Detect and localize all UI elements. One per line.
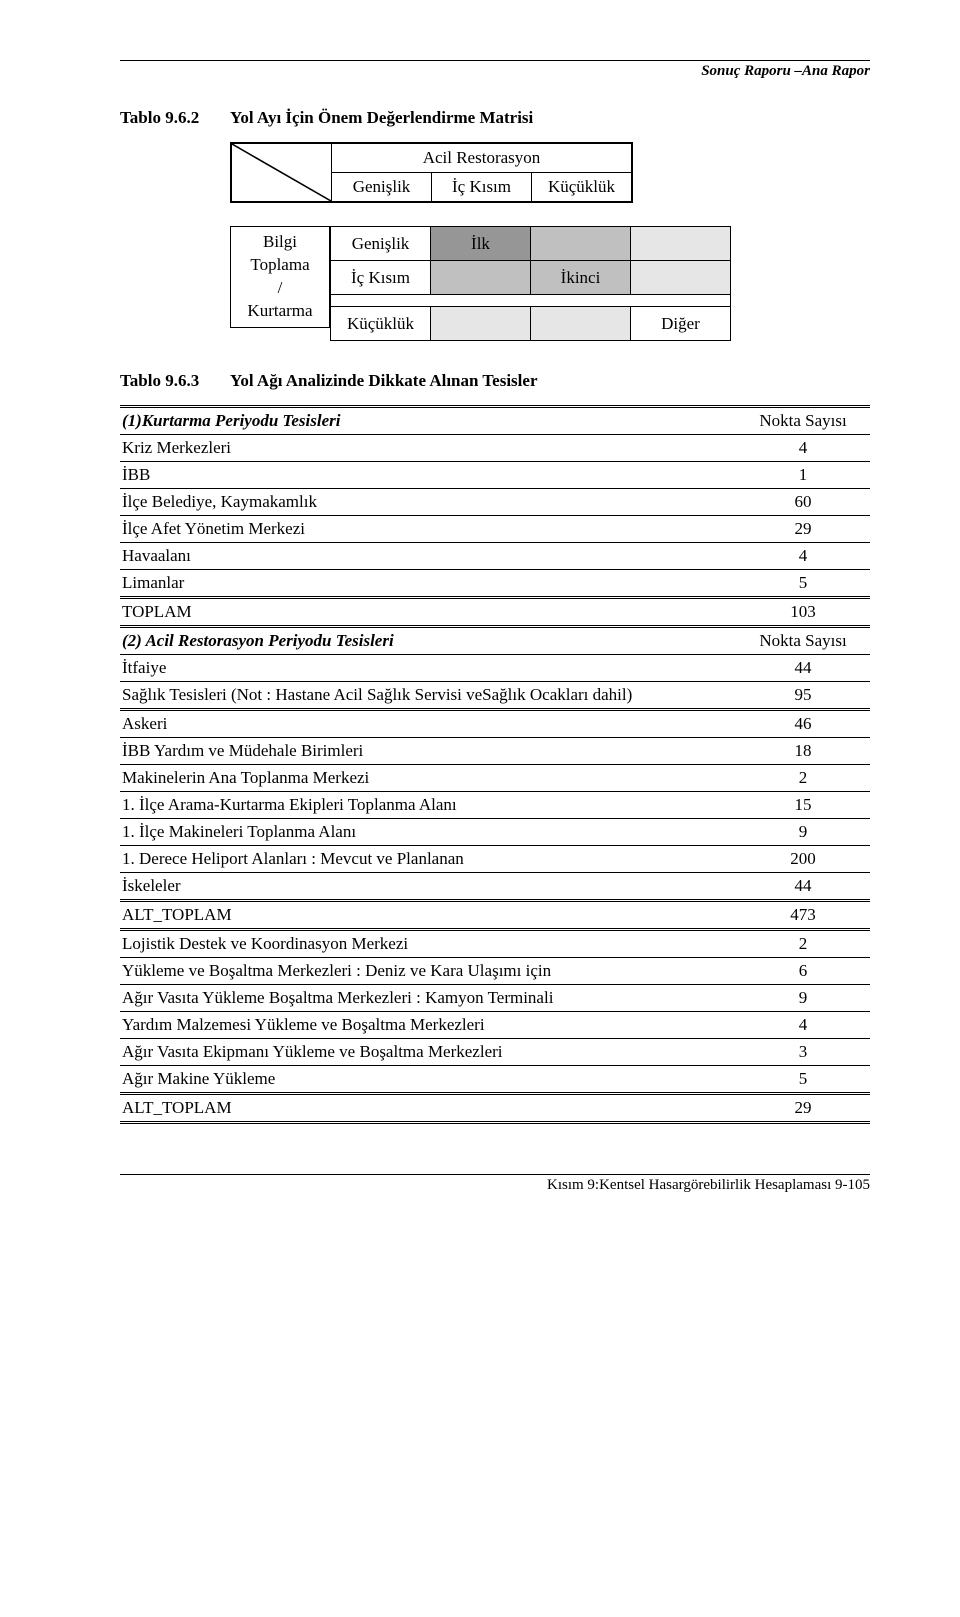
table-val: 6 <box>740 958 870 985</box>
table-row: İlçe Afet Yönetim Merkezi <box>120 516 740 543</box>
sec1-total-label: TOPLAM <box>120 598 740 627</box>
matrix-top-header: Acil Restorasyon <box>332 144 632 173</box>
table-val: 95 <box>740 682 870 710</box>
matrix-cell <box>531 227 631 261</box>
table-row: İlçe Belediye, Kaymakamlık <box>120 489 740 516</box>
table-val: 2 <box>740 930 870 958</box>
table-row: Ağır Vasıta Yükleme Boşaltma Merkezleri … <box>120 985 740 1012</box>
matrix-cell <box>531 307 631 341</box>
sec2-head-label: (2) Acil Restorasyon Periyodu Tesisleri <box>120 627 740 655</box>
table2-caption-num: Tablo 9.6.3 <box>120 371 230 391</box>
table-row: Sağlık Tesisleri (Not : Hastane Acil Sağ… <box>120 682 740 710</box>
table2-caption: Tablo 9.6.3 Yol Ağı Analizinde Dikkate A… <box>120 371 870 391</box>
table-row: 1. İlçe Makineleri Toplanma Alanı <box>120 819 740 846</box>
table-row: Lojistik Destek ve Koordinasyon Merkezi <box>120 930 740 958</box>
table-val: 46 <box>740 710 870 738</box>
matrix-row-kucukluk-label: Küçüklük <box>331 307 431 341</box>
table1-caption-text: Yol Ayı İçin Önem Değerlendirme Matrisi <box>230 108 533 128</box>
table-val: 29 <box>740 516 870 543</box>
table-val: 2 <box>740 765 870 792</box>
table-val: 4 <box>740 1012 870 1039</box>
table-row: Makinelerin Ana Toplanma Merkezi <box>120 765 740 792</box>
table1-caption: Tablo 9.6.2 Yol Ayı İçin Önem Değerlendi… <box>120 108 870 128</box>
side-label-l4: Kurtarma <box>247 301 312 320</box>
matrix-cell-ikinci: İkinci <box>531 261 631 295</box>
table-val: 5 <box>740 1066 870 1094</box>
matrix-side-label: Bilgi Toplama / Kurtarma <box>230 226 330 328</box>
table-val: 4 <box>740 435 870 462</box>
side-label-l2: Toplama <box>250 255 309 274</box>
table-row: Havaalanı <box>120 543 740 570</box>
priority-matrix: Acil Restorasyon Genişlik İç Kısım Küçük… <box>230 142 870 341</box>
table-val: 9 <box>740 985 870 1012</box>
table-row: İtfaiye <box>120 655 740 682</box>
table-row: İBB Yardım ve Müdehale Birimleri <box>120 738 740 765</box>
page-footer: Kısım 9:Kentsel Hasargörebilirlik Hesapl… <box>120 1174 870 1194</box>
table-val: 15 <box>740 792 870 819</box>
matrix-cell <box>431 307 531 341</box>
table-val: 4 <box>740 543 870 570</box>
matrix-cell-ilk: İlk <box>431 227 531 261</box>
matrix-col-ickisim: İç Kısım <box>432 173 532 202</box>
table-val: 60 <box>740 489 870 516</box>
sec2-subtotal2-val: 29 <box>740 1094 870 1123</box>
matrix-cell <box>631 261 731 295</box>
sec2-subtotal-val: 473 <box>740 901 870 930</box>
matrix-row-genislik-label: Genişlik <box>331 227 431 261</box>
matrix-cell <box>431 261 531 295</box>
table-row: İskeleler <box>120 873 740 901</box>
side-label-l3: / <box>278 278 283 297</box>
table-row: Limanlar <box>120 570 740 598</box>
matrix-diag-cell <box>232 144 332 202</box>
matrix-row-ickisim-label: İç Kısım <box>331 261 431 295</box>
matrix-col-genislik: Genişlik <box>332 173 432 202</box>
matrix-cell-diger: Diğer <box>631 307 731 341</box>
sec1-total-val: 103 <box>740 598 870 627</box>
table-val: 200 <box>740 846 870 873</box>
table-val: 9 <box>740 819 870 846</box>
table-val: 18 <box>740 738 870 765</box>
sec2-subtotal2-label: ALT_TOPLAM <box>120 1094 740 1123</box>
table-row: Ağır Vasıta Ekipmanı Yükleme ve Boşaltma… <box>120 1039 740 1066</box>
table-val: 1 <box>740 462 870 489</box>
running-header: Sonuç Raporu –Ana Rapor <box>120 63 870 80</box>
table-row: Askeri <box>120 710 740 738</box>
side-label-l1: Bilgi <box>263 232 297 251</box>
table-row: İBB <box>120 462 740 489</box>
table2-caption-text: Yol Ağı Analizinde Dikkate Alınan Tesisl… <box>230 371 538 391</box>
sec2-head-val: Nokta Sayısı <box>740 627 870 655</box>
table-val: 3 <box>740 1039 870 1066</box>
table-row: 1. Derece Heliport Alanları : Mevcut ve … <box>120 846 740 873</box>
table-val: 5 <box>740 570 870 598</box>
table-row: Yardım Malzemesi Yükleme ve Boşaltma Mer… <box>120 1012 740 1039</box>
table-row: Ağır Makine Yükleme <box>120 1066 740 1094</box>
sec1-head-val: Nokta Sayısı <box>740 407 870 435</box>
table-row: Kriz Merkezleri <box>120 435 740 462</box>
matrix-cell <box>631 227 731 261</box>
table-row: 1. İlçe Arama-Kurtarma Ekipleri Toplanma… <box>120 792 740 819</box>
matrix-col-kucukluk: Küçüklük <box>532 173 632 202</box>
table-val: 44 <box>740 873 870 901</box>
sec1-head-label: (1)Kurtarma Periyodu Tesisleri <box>120 407 740 435</box>
table-row: Yükleme ve Boşaltma Merkezleri : Deniz v… <box>120 958 740 985</box>
table1-caption-num: Tablo 9.6.2 <box>120 108 230 128</box>
table-val: 44 <box>740 655 870 682</box>
facilities-table: (1)Kurtarma Periyodu Tesisleri Nokta Say… <box>120 405 870 1124</box>
sec2-subtotal-label: ALT_TOPLAM <box>120 901 740 930</box>
